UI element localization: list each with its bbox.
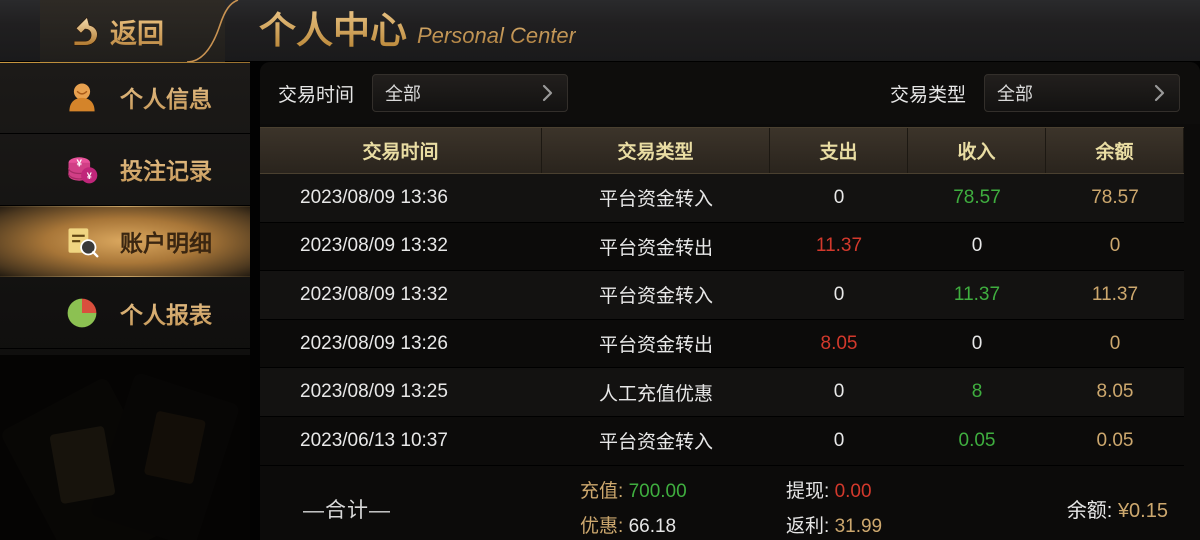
- svg-text:¥: ¥: [77, 158, 83, 169]
- svg-text:¥: ¥: [87, 171, 92, 181]
